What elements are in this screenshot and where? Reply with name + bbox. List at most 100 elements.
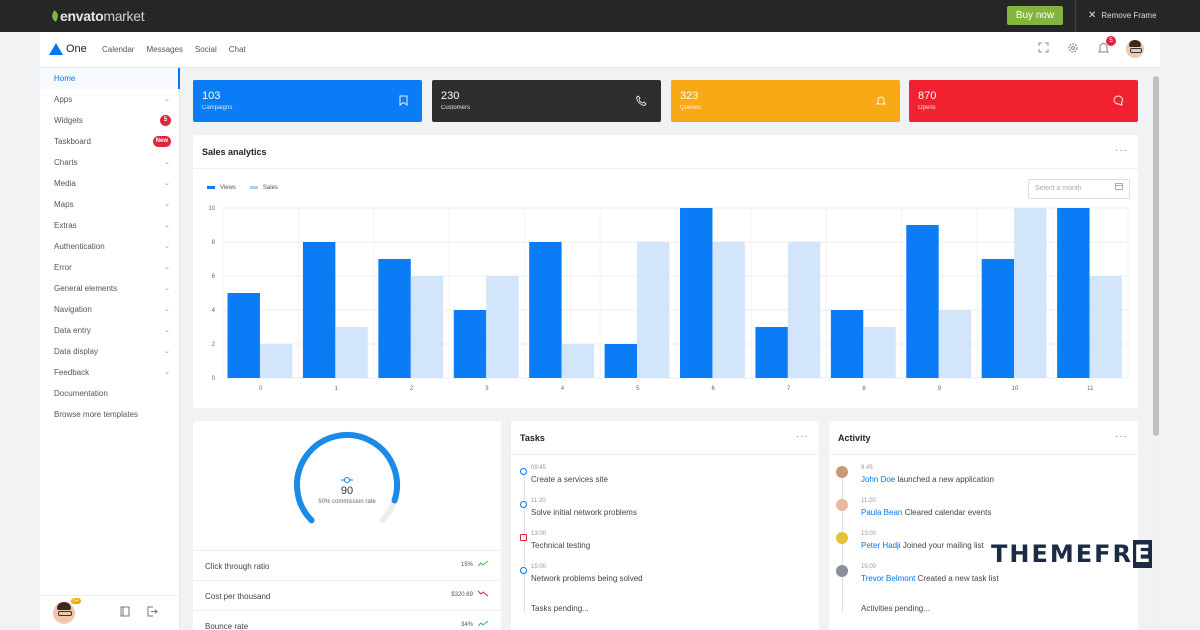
calendar-icon	[1115, 180, 1123, 198]
book-icon[interactable]	[120, 606, 130, 620]
x-tick-label: 1	[334, 386, 338, 392]
month-picker[interactable]: Select a month	[1028, 179, 1130, 199]
activity-text: Created a new task list	[917, 574, 999, 583]
activity-item[interactable]: 11:20 Paula Bean Cleared calendar events	[829, 498, 1129, 528]
bar-views-9[interactable]	[906, 225, 939, 378]
bar-views-11[interactable]	[1057, 208, 1090, 378]
activity-user-link[interactable]: Peter Hadji	[861, 541, 901, 550]
bar-views-4[interactable]	[529, 242, 562, 378]
avatar-badge: 5+	[71, 598, 81, 604]
nav-chat[interactable]: Chat	[228, 45, 246, 54]
remove-frame-button[interactable]: ✕ Remove Frame	[1088, 10, 1157, 21]
sidebar-item-error[interactable]: Error ⌄	[40, 257, 180, 278]
sidebar-item-data-display[interactable]: Data display ⌄	[40, 341, 180, 362]
bar-sales-4[interactable]	[561, 344, 595, 378]
activity-user-link[interactable]: Paula Bean	[861, 508, 903, 517]
sidebar-item-browse-more-templates[interactable]: Browse more templates	[40, 404, 180, 425]
sidebar-item-media[interactable]: Media ⌄	[40, 173, 180, 194]
sidebar-item-label: Widgets	[54, 116, 83, 125]
stat-card-customers[interactable]: 230 Customers	[432, 80, 661, 122]
sidebar-item-data-entry[interactable]: Data entry ⌄	[40, 320, 180, 341]
bar-sales-0[interactable]	[259, 344, 293, 378]
activity-user-link[interactable]: Trevor Belmont	[861, 574, 916, 583]
sidebar-item-charts[interactable]: Charts ⌄	[40, 152, 180, 173]
sidebar-item-navigation[interactable]: Navigation ⌄	[40, 299, 180, 320]
stat-card-campaigns[interactable]: 103 Campaigns	[193, 80, 422, 122]
y-tick-label: 8	[212, 240, 216, 246]
more-options-icon[interactable]: ···	[1115, 431, 1128, 442]
sidebar-item-apps[interactable]: Apps ⌄	[40, 89, 180, 110]
y-tick-label: 6	[212, 274, 216, 280]
metric-value: 15%	[460, 562, 473, 568]
stat-card-queries[interactable]: 323 Queries	[671, 80, 900, 122]
sidebar-item-label: Apps	[54, 95, 73, 104]
task-item[interactable]: 15:00 Network problems being solved	[511, 564, 811, 594]
more-options-icon[interactable]: ···	[1115, 145, 1128, 156]
tasks-pending[interactable]: Tasks pending...	[511, 594, 811, 624]
gear-icon[interactable]	[1066, 42, 1080, 56]
bar-views-3[interactable]	[453, 310, 487, 378]
scrollbar-thumb[interactable]	[1153, 76, 1159, 436]
timeline-line	[524, 473, 525, 613]
activity-item[interactable]: 13:00 Peter Hadji Joined your mailing li…	[829, 531, 1129, 561]
brand[interactable]: One	[49, 43, 87, 55]
sidebar-item-general-elements[interactable]: General elements ⌄	[40, 278, 180, 299]
envato-logo[interactable]: envato market	[50, 8, 145, 24]
fullscreen-icon[interactable]	[1036, 42, 1050, 56]
bar-sales-11[interactable]	[1089, 276, 1122, 378]
bar-views-7[interactable]	[755, 327, 788, 378]
task-item[interactable]: 13:00 Technical testing	[511, 531, 811, 561]
bar-views-8[interactable]	[830, 310, 864, 378]
bar-sales-10[interactable]	[1014, 208, 1047, 378]
x-tick-label: 0	[259, 386, 263, 392]
sidebar-item-feedback[interactable]: Feedback ⌄	[40, 362, 180, 383]
task-time: 15:00	[531, 564, 547, 570]
sidebar-item-home[interactable]: Home	[40, 68, 180, 89]
sidebar-item-documentation[interactable]: Documentation	[40, 383, 180, 404]
bar-views-2[interactable]	[378, 259, 411, 378]
user-avatar[interactable]	[1126, 40, 1144, 58]
nav-messages[interactable]: Messages	[146, 45, 183, 54]
bar-views-0[interactable]	[227, 293, 260, 378]
bar-views-1[interactable]	[302, 242, 336, 378]
bar-sales-7[interactable]	[787, 242, 821, 378]
bar-views-10[interactable]	[981, 259, 1015, 378]
bar-views-6[interactable]	[680, 208, 713, 378]
bar-views-5[interactable]	[604, 344, 638, 378]
chevron-down-icon: ⌄	[164, 264, 170, 271]
sidebar-item-extras[interactable]: Extras ⌄	[40, 215, 180, 236]
more-options-icon[interactable]: ···	[796, 431, 809, 442]
bar-sales-2[interactable]	[410, 276, 444, 378]
buy-now-button[interactable]: Buy now	[1007, 6, 1063, 25]
logout-icon[interactable]	[147, 606, 158, 620]
x-tick-label: 11	[1087, 386, 1094, 392]
bar-sales-1[interactable]	[335, 327, 368, 378]
bar-sales-8[interactable]	[863, 327, 896, 378]
bar-sales-3[interactable]	[486, 276, 519, 378]
nav-social[interactable]: Social	[194, 45, 217, 54]
sidebar-item-label: Data entry	[54, 326, 91, 335]
legend-views[interactable]: Views	[207, 185, 236, 191]
bar-sales-5[interactable]	[637, 242, 670, 378]
legend-sales[interactable]: Sales	[249, 185, 278, 191]
bar-sales-6[interactable]	[712, 242, 745, 378]
activity-item[interactable]: 9:45 John Doe launched a new application	[829, 465, 1129, 495]
sidebar-item-taskboard[interactable]: Taskboard New	[40, 131, 180, 152]
sidebar-avatar[interactable]	[53, 602, 75, 624]
stat-card-opens[interactable]: 870 Opens	[909, 80, 1138, 122]
sidebar-item-widgets[interactable]: Widgets 5	[40, 110, 180, 131]
activity-text: Joined your mailing list	[902, 541, 984, 550]
task-item[interactable]: 11:20 Solve initial network problems	[511, 498, 811, 528]
notifications-icon[interactable]: 5	[1096, 36, 1116, 56]
task-text: Technical testing	[531, 541, 591, 550]
activity-user-link[interactable]: John Doe	[861, 475, 896, 484]
activity-item[interactable]: 15:00 Trevor Belmont Created a new task …	[829, 564, 1129, 594]
page-scrollbar[interactable]	[1152, 68, 1160, 630]
nav-calendar[interactable]: Calendar	[102, 45, 135, 54]
sidebar-item-authentication[interactable]: Authentication ⌄	[40, 236, 180, 257]
sidebar-item-maps[interactable]: Maps ⌄	[40, 194, 180, 215]
trend-down-icon	[477, 590, 489, 599]
task-item[interactable]: 09:45 Create a services site	[511, 465, 811, 495]
activities-pending[interactable]: Activities pending...	[829, 594, 1129, 624]
bar-sales-9[interactable]	[938, 310, 972, 378]
